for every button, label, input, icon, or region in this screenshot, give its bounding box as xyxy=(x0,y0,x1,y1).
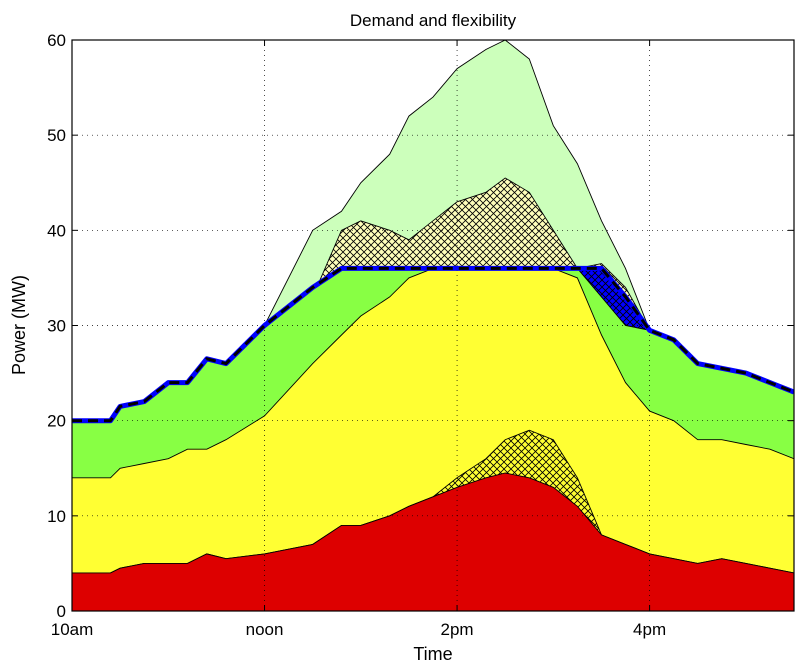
y-tick-label: 40 xyxy=(47,221,66,240)
y-tick-label: 50 xyxy=(47,126,66,145)
x-tick-label: noon xyxy=(246,620,284,639)
chart-title: Demand and flexibility xyxy=(350,11,517,30)
x-axis-ticks: 10am noon 2pm 4pm xyxy=(51,40,666,639)
y-tick-label: 0 xyxy=(57,602,66,621)
y-tick-label: 20 xyxy=(47,412,66,431)
x-axis-label: Time xyxy=(413,644,452,664)
x-tick-label: 10am xyxy=(51,620,94,639)
yellow-layer-area xyxy=(72,268,794,611)
demand-line-black-dash xyxy=(72,266,794,423)
red-layer-area-edge xyxy=(72,472,794,574)
y-axis-label: Power (MW) xyxy=(9,275,29,375)
x-tick-label: 4pm xyxy=(633,620,666,639)
y-tick-label: 10 xyxy=(47,507,66,526)
y-axis-ticks: 0 10 20 30 40 50 60 xyxy=(47,31,794,621)
y-tick-label: 60 xyxy=(47,31,66,50)
area-layers xyxy=(72,40,794,611)
red-layer-area xyxy=(72,473,794,611)
x-tick-label: 2pm xyxy=(441,620,474,639)
demand-line-group xyxy=(72,265,794,424)
y-tick-label: 30 xyxy=(47,317,66,336)
